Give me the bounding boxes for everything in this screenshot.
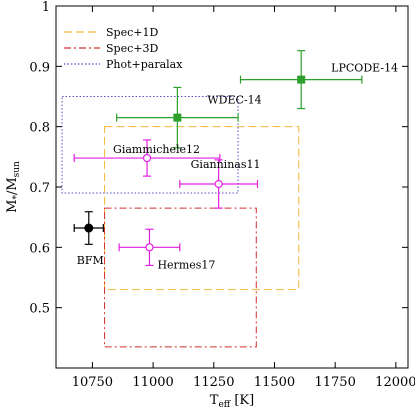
marker bbox=[173, 113, 182, 122]
marker bbox=[142, 153, 152, 163]
data-point-wdec-14: WDEC-14 bbox=[116, 86, 262, 149]
x-axis-title: Teff [K] bbox=[210, 393, 254, 410]
point-label: WDEC-14 bbox=[207, 94, 261, 107]
legend-label: Spec+1D bbox=[106, 26, 158, 39]
point-label: Hermes17 bbox=[157, 258, 215, 271]
point-label: Gianninas11 bbox=[191, 158, 261, 171]
x-tick-label: 11750 bbox=[314, 375, 355, 390]
y-tick-label: 0.8 bbox=[29, 121, 50, 136]
point-label: LPCODE-14 bbox=[331, 62, 398, 75]
y-tick-label: 0.7 bbox=[29, 181, 50, 196]
y-tick-label: 0.6 bbox=[29, 241, 50, 256]
y-tick-label: 0.9 bbox=[29, 60, 50, 75]
point-label: Giammichele12 bbox=[113, 143, 200, 156]
point-label: BFM bbox=[77, 254, 104, 267]
legend-label: Spec+3D bbox=[106, 42, 158, 55]
marker bbox=[214, 179, 223, 189]
x-tick-label: 11250 bbox=[193, 375, 234, 390]
region-box-spec-1d bbox=[104, 126, 300, 291]
x-tick-label: 10750 bbox=[72, 375, 113, 390]
legend: Spec+1D Spec+3D Phot+paralax bbox=[64, 26, 183, 71]
marker bbox=[145, 243, 154, 252]
data-point-lpcode-14: LPCODE-14 bbox=[239, 50, 398, 110]
legend-label: Phot+paralax bbox=[106, 58, 183, 71]
y-tick-label: 1 bbox=[42, 0, 50, 15]
y-tick-label: 0.5 bbox=[29, 302, 50, 317]
region-box-spec-3d bbox=[104, 207, 257, 348]
data-point-giammichele12: Giammichele12 bbox=[73, 139, 221, 177]
data-point-hermes17: Hermes17 bbox=[118, 228, 215, 271]
y-axis-title: M*/Msun bbox=[5, 161, 22, 213]
data-point-bfm: BFM bbox=[73, 211, 104, 267]
data-point-gianninas11: Gianninas11 bbox=[179, 158, 261, 209]
x-tick-label: 11000 bbox=[132, 375, 173, 390]
region-box-phot-paralax bbox=[61, 96, 239, 194]
marker bbox=[84, 223, 94, 233]
marker bbox=[297, 75, 306, 84]
x-tick-label: 12000 bbox=[375, 375, 415, 390]
x-tick-label: 11500 bbox=[254, 375, 295, 390]
